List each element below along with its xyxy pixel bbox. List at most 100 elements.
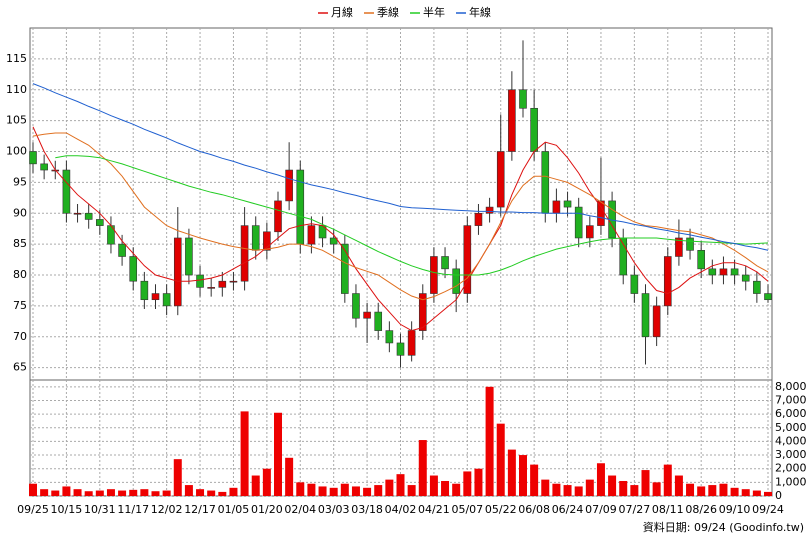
candle-body	[574, 206, 583, 239]
volume-bar	[730, 487, 739, 496]
candle-body	[240, 225, 249, 282]
candle-body	[474, 212, 483, 226]
candle-body	[162, 293, 171, 307]
candle-body	[418, 293, 427, 331]
y-tick-label: 75	[13, 299, 27, 312]
candle-body	[597, 200, 605, 226]
candle-body	[118, 243, 126, 257]
x-tick-label: 08/11	[652, 503, 684, 516]
y-tick-label: 95	[13, 175, 27, 188]
candle-body	[29, 151, 37, 165]
volume-bar	[396, 474, 405, 496]
x-tick-label: 06/24	[552, 503, 584, 516]
volume-bar	[173, 459, 182, 496]
volume-bar	[151, 491, 160, 496]
volume-bar	[697, 486, 706, 496]
candle-body	[686, 237, 694, 251]
candle-body	[663, 256, 672, 307]
x-tick-label: 03/18	[351, 503, 383, 516]
volume-bar	[374, 485, 383, 496]
volume-bar	[741, 489, 750, 496]
volume-bar	[229, 487, 238, 496]
volume-bar	[84, 491, 93, 496]
volume-bar	[196, 489, 205, 496]
candle-body	[285, 169, 293, 202]
candle-body	[363, 311, 371, 319]
volume-bar	[285, 457, 294, 496]
candle-body	[675, 237, 683, 257]
x-tick-label: 07/09	[585, 503, 617, 516]
volume-bar	[719, 483, 728, 496]
volume-bar	[251, 475, 260, 496]
volume-bar	[641, 470, 650, 496]
y2-tick-label: 4,000	[775, 434, 807, 447]
volume-bar	[184, 485, 193, 496]
volume-bar	[485, 386, 494, 496]
candle-body	[764, 293, 772, 301]
volume-bar	[240, 411, 249, 496]
candle-body	[452, 268, 460, 294]
candle-body	[329, 237, 338, 245]
volume-bar	[73, 489, 82, 496]
y-tick-label: 90	[13, 206, 27, 219]
candle-body	[741, 274, 750, 282]
candle-body	[407, 330, 416, 356]
volume-bar	[563, 485, 572, 496]
volume-bar	[351, 486, 360, 496]
candle-body	[73, 212, 82, 215]
volume-bar	[307, 483, 316, 496]
x-tick-label: 07/27	[619, 503, 651, 516]
volume-bar	[29, 483, 37, 496]
x-tick-label: 01/20	[251, 503, 283, 516]
candle-body	[62, 169, 71, 214]
x-tick-label: 02/04	[284, 503, 316, 516]
y-tick-label: 65	[13, 361, 27, 374]
x-tick-label: 06/08	[518, 503, 550, 516]
candle-body	[519, 89, 527, 109]
volume-bar	[40, 489, 49, 496]
candle-body	[263, 231, 271, 251]
candle-body	[173, 237, 182, 307]
legend-label: 半年	[423, 5, 445, 19]
y-tick-label: 105	[6, 114, 27, 127]
volume-bar	[407, 485, 416, 496]
x-tick-label: 09/25	[17, 503, 49, 516]
volume-bar	[752, 490, 761, 496]
x-tick-label: 10/31	[84, 503, 116, 516]
candle-body	[151, 293, 160, 301]
legend-label: 季線	[377, 5, 399, 19]
x-tick-label: 12/02	[151, 503, 183, 516]
volume-bar	[652, 482, 661, 496]
ma-line	[55, 155, 769, 276]
volume-bar	[686, 483, 695, 496]
y-tick-label: 80	[13, 268, 27, 281]
volume-bar	[129, 489, 138, 496]
volume-bar	[118, 490, 127, 496]
volume-bar	[663, 464, 672, 496]
candle-body	[719, 268, 728, 276]
candle-body	[96, 219, 104, 226]
volume-bar	[530, 464, 539, 496]
candle-body	[753, 280, 761, 294]
ma-line	[32, 132, 769, 301]
volume-bar	[62, 486, 71, 496]
y2-tick-label: 7,000	[775, 393, 807, 406]
candle-body	[552, 200, 561, 214]
y2-tick-label: 5,000	[775, 421, 807, 434]
volume-bar	[496, 423, 505, 496]
candle-body	[196, 274, 204, 288]
volume-bar	[552, 483, 561, 496]
candle-body	[708, 268, 717, 276]
volume-bar	[619, 480, 628, 496]
volume-bar	[385, 479, 394, 496]
volume-bar	[429, 475, 438, 496]
y2-tick-label: 2,000	[775, 462, 807, 475]
candle-body	[485, 206, 494, 214]
volume-bar	[608, 475, 617, 496]
candle-body	[441, 256, 449, 270]
y-tick-label: 85	[13, 237, 27, 250]
volume-bar	[207, 490, 216, 496]
ma-line	[32, 126, 769, 332]
volume-bar	[708, 485, 717, 496]
